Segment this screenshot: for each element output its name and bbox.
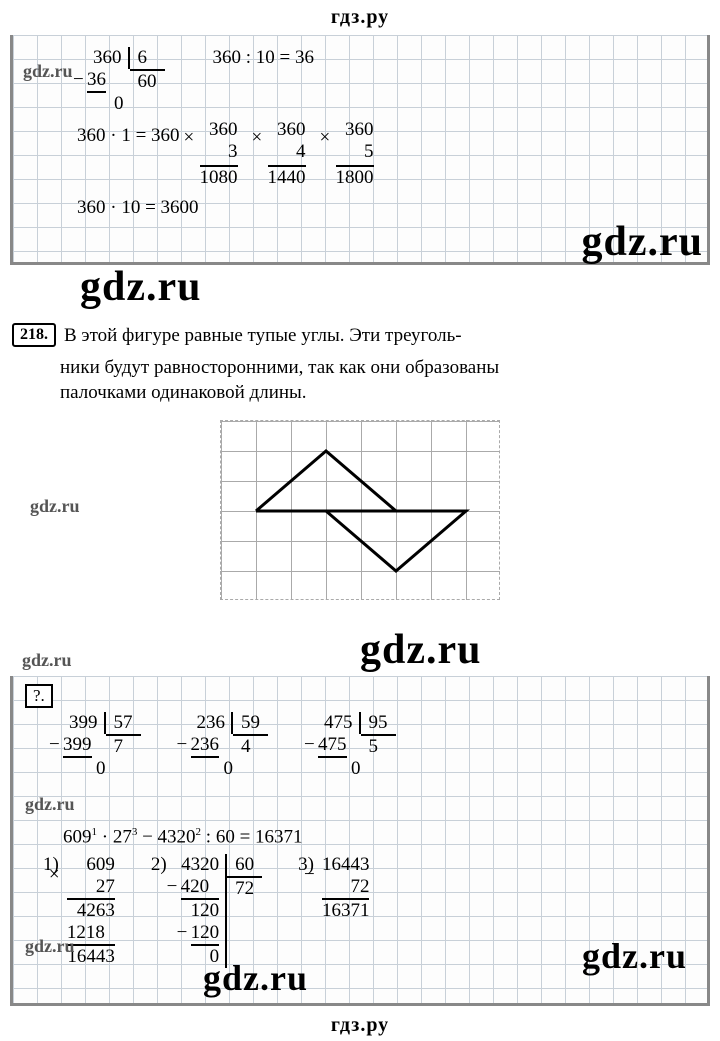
site-footer: гдз.ру	[0, 1006, 720, 1041]
quotient: 72	[227, 878, 262, 900]
divisor: 95	[361, 712, 396, 736]
task-218: 218. В этой фигуре равные тупые углы. Эт…	[12, 323, 708, 349]
long-division-c: 475 475 0 95 5	[318, 712, 396, 780]
mult-result: 1440	[268, 167, 306, 189]
step-3-sub: 16443 72 16371	[322, 854, 370, 922]
long-division-1: 360 36 0 6 60	[87, 47, 165, 115]
mult-b: 5	[336, 141, 374, 163]
vertical-mult-3: 360 5 1800	[336, 119, 374, 189]
divisor: 57	[106, 712, 141, 736]
mult-a: 360	[268, 119, 306, 141]
watermark-small: gdz.ru	[22, 650, 72, 671]
triangle-svg	[221, 421, 501, 601]
remainder: 0	[63, 758, 106, 780]
mid: 120	[181, 900, 220, 922]
watermark-big: gdz.ru	[80, 263, 720, 311]
expression: 6091 · 273 − 43202 : 60 = 16371	[63, 826, 303, 848]
mult-b: 3	[200, 141, 238, 163]
sub-b: 72	[322, 876, 370, 898]
sub-step: 36	[87, 69, 106, 93]
watermark-small: gdz.ru	[30, 496, 80, 517]
long-division-a: 399 399 0 57 7	[63, 712, 141, 780]
watermark-small: gdz.ru	[23, 61, 73, 82]
vertical-mult-2: 360 4 1440	[268, 119, 306, 189]
triangle-figure	[220, 420, 500, 600]
task-number: 218.	[12, 323, 56, 347]
remainder: 0	[191, 758, 234, 780]
math-panel-3: ?. 399 399 0 57 7 236 236 0	[10, 676, 710, 1006]
equation-3: 360 · 10 = 3600	[77, 197, 693, 219]
divisor: 59	[233, 712, 268, 736]
sub: 399	[63, 734, 92, 758]
watermark-small: gdz.ru	[25, 936, 75, 957]
mult-b: 27	[67, 876, 115, 898]
dividend: 360	[87, 47, 130, 69]
mult-result: 1080	[200, 167, 238, 189]
dividend: 4320	[181, 854, 220, 876]
question-marker: ?.	[25, 684, 53, 708]
watermark-big: gdz.ru	[582, 218, 704, 266]
sub1: 420	[181, 876, 220, 900]
mult-result: 1800	[336, 167, 374, 189]
sub: 236	[191, 734, 220, 758]
math-panel-1: 360 36 0 6 60 360 : 10 = 36 360 · 1 = 36…	[10, 35, 710, 265]
dividend: 475	[318, 712, 361, 734]
partial-1: 4263	[67, 900, 115, 922]
watermark-big: gdz.ru	[203, 957, 308, 999]
equation-2: 360 · 1 = 360	[77, 125, 180, 147]
step-2-label: 2)	[151, 854, 167, 876]
task-text-3: палочками одинаковой длины.	[60, 380, 720, 406]
divisor: 6	[130, 47, 165, 69]
calculation-steps: 1) 609 27 4263 1218 16443 2) 4320 420	[43, 854, 369, 968]
sub2: 120	[191, 922, 220, 946]
equation-1: 360 : 10 = 36	[213, 47, 315, 69]
watermark-big: gdz.ru	[582, 935, 687, 977]
dividend: 399	[63, 712, 106, 734]
sub: 475	[318, 734, 347, 758]
vertical-mult-1: 360 3 1080	[200, 119, 238, 189]
multiplication-group: 360 3 1080 360 4 1440 360	[200, 119, 374, 189]
watermark-small: gdz.ru	[25, 794, 75, 815]
remainder: 0	[87, 93, 130, 115]
division-row: 399 399 0 57 7 236 236 0 59 4	[63, 712, 396, 780]
task-text-1: В этой фигуре равные тупые углы. Эти тре…	[64, 323, 462, 349]
remainder: 0	[318, 758, 361, 780]
quotient: 5	[361, 736, 396, 758]
divisor: 60	[227, 854, 262, 878]
result: 16371	[322, 900, 370, 922]
watermark-big: gdz.ru	[360, 626, 482, 674]
sub-a: 16443	[322, 854, 370, 876]
quotient: 4	[233, 736, 268, 758]
long-division-b: 236 236 0 59 4	[191, 712, 269, 780]
figure-area: gdz.ru	[0, 416, 720, 616]
quotient: 60	[130, 69, 165, 93]
dividend: 236	[191, 712, 234, 734]
task-text-2: ники будут равносторонними, так как они …	[60, 355, 720, 381]
mult-a: 609	[67, 854, 115, 876]
quotient: 7	[106, 736, 141, 758]
step-2-div: 4320 420 120 120 0 60 72	[175, 854, 263, 968]
mult-a: 360	[200, 119, 238, 141]
site-header: гдз.ру	[0, 0, 720, 35]
mult-a: 360	[336, 119, 374, 141]
mult-b: 4	[268, 141, 306, 163]
